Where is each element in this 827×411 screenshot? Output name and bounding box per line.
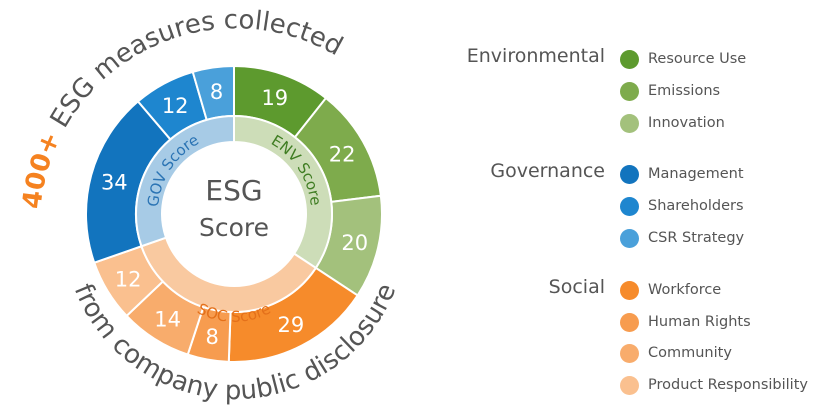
segment-value: 8: [206, 325, 219, 349]
legend-swatch: [620, 280, 639, 300]
center-subtitle: Score: [199, 213, 269, 242]
segment-value: 34: [101, 171, 128, 195]
legend-label: Community: [648, 345, 732, 361]
legend-item: Community: [620, 341, 732, 365]
legend-label: Resource Use: [648, 51, 747, 67]
segment-value: 8: [210, 80, 223, 104]
legend-group-title: Governance: [490, 160, 605, 182]
legend-item: Emissions: [620, 79, 720, 103]
legend-swatch: [620, 228, 639, 248]
outer-ring: 19 22 20 29 8 14 12 34 12 8: [85, 64, 383, 363]
segment-value: 19: [261, 86, 288, 110]
segment-value: 12: [162, 94, 189, 118]
legend-item: CSR Strategy: [620, 226, 744, 250]
legend-label: Shareholders: [648, 198, 744, 214]
legend-item: Product Responsibility: [620, 373, 808, 397]
legend-label: Innovation: [648, 115, 725, 131]
legend-swatch: [620, 81, 639, 101]
legend-group-title: Social: [548, 276, 605, 298]
legend-item: Workforce: [620, 278, 721, 302]
legend-swatch: [620, 49, 639, 69]
center-circle: [162, 142, 306, 286]
legend-label: CSR Strategy: [648, 230, 745, 246]
legend-swatch: [620, 196, 639, 216]
center-title: ESG: [205, 174, 262, 207]
measure-count: 400+: [17, 127, 66, 210]
legend-label: Management: [648, 166, 744, 182]
legend-swatch: [620, 343, 639, 363]
legend-swatch: [620, 164, 639, 184]
legend-swatch: [620, 375, 639, 395]
legend-item: Management: [620, 162, 744, 186]
legend-label: Workforce: [648, 282, 722, 298]
legend: Environmental Resource Use Emissions Innova…: [440, 0, 827, 411]
legend-item: Resource Use: [620, 47, 746, 71]
legend-swatch: [620, 113, 639, 133]
legend-group-title: Environmental: [466, 45, 605, 67]
legend-label: Product Responsibility: [648, 377, 808, 393]
segment-value: 29: [278, 313, 305, 337]
legend-item: Shareholders: [620, 194, 744, 218]
legend-item: Innovation: [620, 111, 725, 135]
legend-item: Human Rights: [620, 310, 751, 334]
legend-label: Human Rights: [648, 314, 751, 330]
segment-value: 20: [341, 231, 368, 255]
legend-swatch: [620, 312, 639, 332]
segment-value: 22: [329, 142, 356, 166]
segment-value: 12: [115, 268, 142, 292]
legend-label: Emissions: [648, 83, 721, 99]
segment-value: 14: [154, 308, 181, 332]
